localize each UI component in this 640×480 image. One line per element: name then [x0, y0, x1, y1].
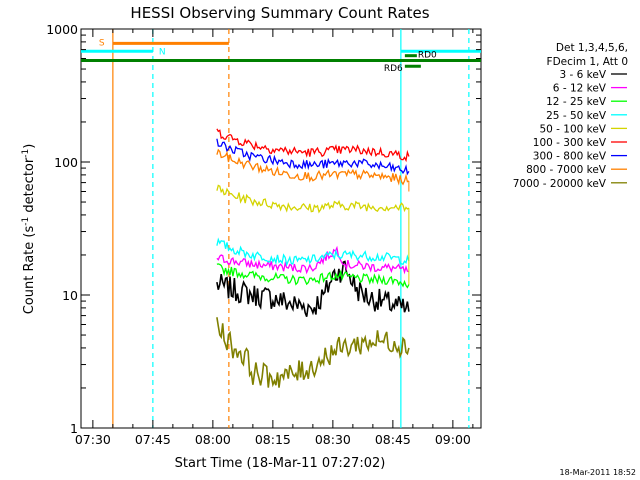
plot-frame: [80, 28, 482, 429]
series-line-7: [216, 138, 410, 176]
series-lines: [216, 128, 410, 388]
y-tick-label-1: 1: [70, 421, 78, 436]
series-line-9: [216, 317, 410, 388]
legend: Det 1,3,4,5,6, FDecim 1, Att 0 3 - 6 keV…: [513, 42, 628, 190]
legend-label-3: 12 - 25 keV: [546, 96, 607, 108]
legend-label-8: 800 - 7000 keV: [526, 164, 607, 176]
series-line-4: [216, 237, 410, 267]
series-line-8: [216, 148, 410, 186]
series-line-1: [216, 260, 410, 317]
legend-label-5: 50 - 100 keV: [539, 123, 606, 135]
y-axis-label-part3: ): [22, 144, 37, 149]
x-tick-label-6: 08:45: [375, 432, 411, 447]
y-tick-label-4: 1000: [46, 22, 78, 37]
x-axis-ticks: 07:30 07:45 08:00 08:15 08:30 08:45 09:00: [75, 29, 474, 447]
legend-label-9: 7000 - 20000 keV: [513, 178, 607, 190]
y-tick-label-3: 100: [54, 155, 78, 170]
state-bar-label-6: RD6: [384, 64, 403, 74]
y-axis-ticks: 1 10 100 1000: [46, 22, 481, 436]
y-axis-label-part1: Count Rate (s: [22, 226, 37, 315]
state-bar-label-4: RD0: [418, 51, 437, 61]
y-axis-label-sup2: -1: [21, 149, 31, 158]
legend-label-1: 3 - 6 keV: [559, 69, 606, 81]
x-axis-label: Start Time (18-Mar-11 07:27:02): [175, 456, 386, 471]
x-tick-label-5: 08:30: [315, 432, 351, 447]
legend-header-line-2: FDecim 1, Att 0: [547, 56, 628, 68]
series-line-2: [216, 245, 410, 275]
x-tick-label-2: 07:45: [135, 432, 171, 447]
y-axis-label-sup1: -1: [21, 217, 31, 226]
chart-title: HESSI Observing Summary Count Rates: [130, 4, 429, 22]
legend-label-2: 6 - 12 keV: [553, 83, 607, 95]
y-axis-label-part2: detector: [22, 157, 37, 217]
series-line-6: [216, 128, 410, 163]
legend-label-6: 100 - 300 keV: [533, 137, 607, 149]
legend-label-4: 25 - 50 keV: [546, 110, 607, 122]
footer-timestamp: 18-Mar-2011 18:52: [560, 468, 637, 477]
state-bars: S N RD0 RD6: [81, 38, 481, 74]
y-tick-label-2: 10: [62, 288, 78, 303]
x-tick-label-7: 09:00: [435, 432, 471, 447]
legend-label-7: 300 - 800 keV: [533, 151, 607, 163]
x-tick-label-3: 08:00: [195, 432, 231, 447]
state-bar-label-1: S: [99, 38, 105, 48]
x-tick-label-4: 08:15: [255, 432, 291, 447]
legend-header-line-1: Det 1,3,4,5,6,: [556, 42, 628, 54]
y-axis-label: Count Rate (s-1 detector-1): [21, 144, 37, 315]
series-line-5: [216, 184, 410, 214]
state-bar-label-2: N: [159, 47, 166, 57]
x-tick-label-1: 07:30: [75, 432, 111, 447]
vertical-markers: [112, 29, 470, 428]
series-line-3: [216, 263, 410, 289]
